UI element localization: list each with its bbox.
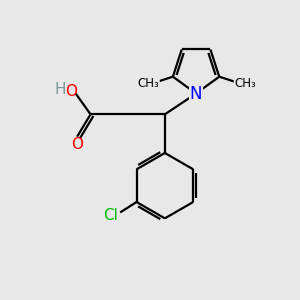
Text: O: O [65,84,77,99]
Text: CH₃: CH₃ [137,77,159,90]
Text: H: H [55,82,66,97]
Text: N: N [190,85,202,103]
Text: Cl: Cl [103,208,118,224]
Text: O: O [71,137,83,152]
Text: CH₃: CH₃ [234,77,256,90]
